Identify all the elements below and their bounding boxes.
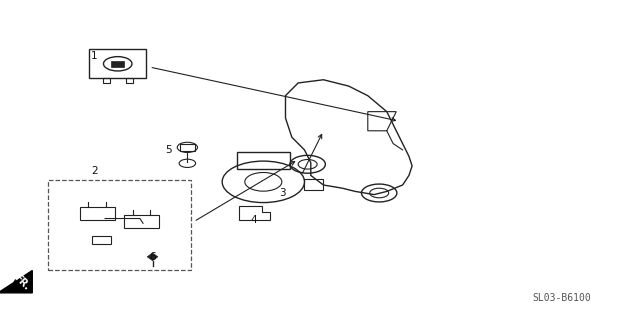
Text: FR.: FR. (12, 272, 31, 292)
Text: 5: 5 (165, 145, 172, 155)
Text: SL03-B6100: SL03-B6100 (532, 293, 591, 303)
Text: 1: 1 (91, 51, 98, 61)
Text: 6: 6 (149, 252, 156, 262)
Polygon shape (147, 253, 158, 261)
Text: 2: 2 (91, 166, 98, 176)
Text: 3: 3 (279, 188, 285, 198)
Polygon shape (111, 61, 124, 67)
Text: 4: 4 (250, 215, 257, 225)
Polygon shape (0, 271, 32, 293)
